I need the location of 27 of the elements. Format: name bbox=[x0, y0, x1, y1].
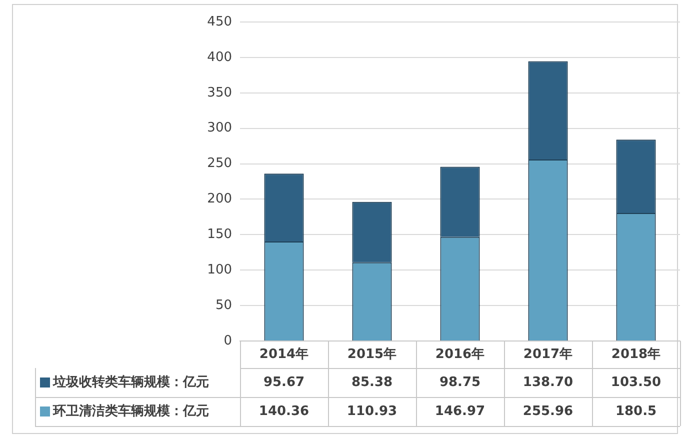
x-tick-label: 2014年 bbox=[259, 347, 309, 362]
x-tick-label: 2015年 bbox=[347, 347, 397, 362]
y-tick-label: 0 bbox=[224, 333, 232, 348]
y-tick-label: 300 bbox=[207, 120, 232, 136]
x-tick-label: 2017年 bbox=[523, 347, 573, 362]
y-tick-label: 450 bbox=[207, 14, 232, 30]
legend-label: 垃圾收转类车辆规模：亿元 bbox=[52, 374, 209, 390]
y-tick-label: 100 bbox=[207, 262, 232, 278]
data-label: 180.5 bbox=[615, 404, 657, 419]
data-label: 103.50 bbox=[610, 374, 662, 390]
data-label: 146.97 bbox=[434, 404, 486, 419]
y-tick-label: 350 bbox=[207, 85, 232, 100]
y-tick-label: 250 bbox=[207, 156, 232, 172]
x-tick-label: 2018年 bbox=[611, 347, 661, 362]
data-label: 85.38 bbox=[351, 374, 393, 390]
y-tick-label: 200 bbox=[207, 192, 232, 207]
y-tick-label: 50 bbox=[215, 298, 232, 313]
data-label: 140.36 bbox=[258, 404, 310, 419]
y-tick-label: 400 bbox=[207, 50, 232, 65]
y-tick-label: 150 bbox=[207, 227, 232, 242]
data-label: 138.70 bbox=[522, 374, 574, 390]
data-label: 110.93 bbox=[346, 404, 398, 419]
data-label: 98.75 bbox=[439, 374, 481, 390]
data-label: 95.67 bbox=[263, 374, 305, 390]
x-tick-label: 2016年 bbox=[435, 347, 485, 362]
data-label: 255.96 bbox=[522, 404, 574, 419]
legend-label: 环卫清洁类车辆规模：亿元 bbox=[52, 402, 209, 419]
